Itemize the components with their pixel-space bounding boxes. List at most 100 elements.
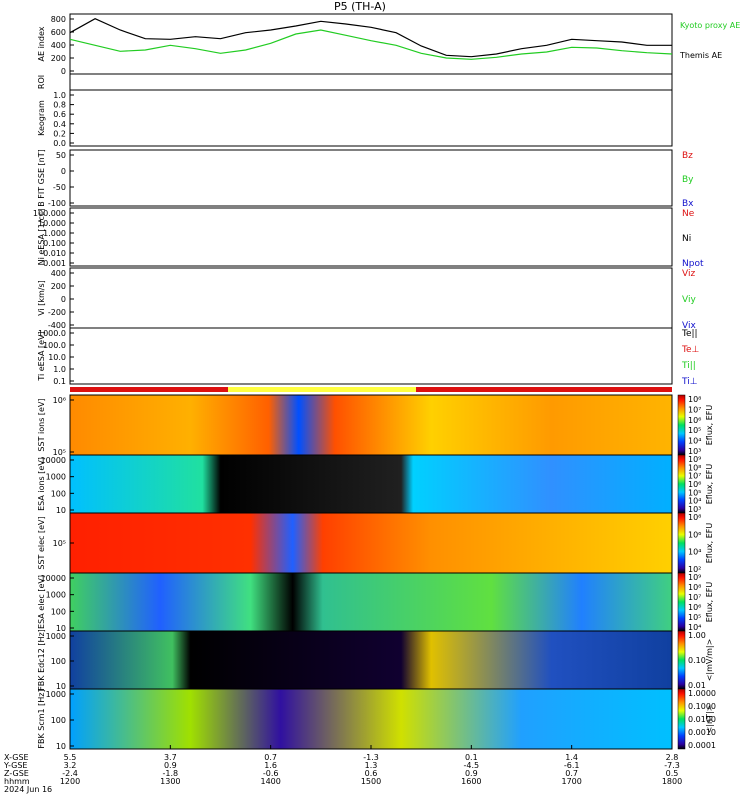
esa_elec-cbar-tick: 10⁷ (688, 593, 701, 602)
velocity-ytick: 400 (51, 269, 66, 278)
footer-value: 1600 (461, 777, 481, 786)
footer-value: 0.1 (465, 753, 478, 762)
bfield-legend-1: By (682, 175, 694, 185)
sst_ion-cbar-label: Eflux, EFU (705, 405, 714, 446)
footer-row-label: X-GSE (4, 753, 29, 762)
density-ytick: 0.001 (43, 259, 66, 268)
velocity-ytick: 200 (51, 282, 66, 291)
footer-value: 0.9 (164, 761, 177, 770)
axis-labels-group: AE index8006004002000ROIKeogram1.00.80.6… (33, 15, 74, 751)
sst_elec-cbar-tick: 10⁶ (688, 530, 701, 539)
ae-series-0 (69, 29, 673, 60)
esa-ion-spectrogram (70, 455, 672, 513)
esa_ion-cbar-tick: 10⁶ (688, 480, 701, 489)
temperature-ytick: 1000.0 (38, 329, 66, 338)
footer-value: 1200 (60, 777, 80, 786)
quality-bar-red-left (70, 387, 228, 392)
keogram-ylabel: Keogram (37, 100, 46, 136)
sst_ion-cbar-tick: 10⁷ (688, 405, 701, 414)
fbk_b-ylabel: FBK Scm1 [Hz] (37, 689, 46, 748)
esa_elec-ytick: 10 (56, 624, 66, 633)
fbk_e-cbar-tick: 0.10 (688, 656, 706, 665)
ae-series-group (69, 18, 673, 60)
roi-panel-frame (69, 73, 673, 91)
footer-value: 1400 (260, 777, 280, 786)
sst_ion-cbar-tick: 10⁴ (688, 437, 701, 446)
footer-value: -2.4 (62, 769, 78, 778)
fbk_e-ytick: 10 (56, 682, 66, 691)
temperature-ylabel: Ti eESA [eV] (37, 331, 46, 381)
density-legend-1: Ni (682, 234, 691, 244)
footer-value: 5.5 (64, 753, 77, 762)
footer-value: 0.5 (666, 769, 679, 778)
footer-value: -6.1 (564, 761, 580, 770)
sst_ion-cbar-tick: 10³ (688, 447, 701, 456)
temperature-legend-2: Ti|| (681, 361, 696, 371)
footer-value: -4.5 (464, 761, 480, 770)
temperature-legend-3: Ti⊥ (681, 377, 698, 387)
esa_ion-ytick: 1000 (46, 473, 66, 482)
fbk_b-colorbar (677, 688, 686, 750)
ae-ytick: 800 (51, 15, 66, 24)
ae-ytick: 400 (51, 41, 66, 50)
footer-row-label: hhmm (4, 777, 30, 786)
fbk_e-cbar-tick: 0.01 (688, 681, 706, 690)
sst_elec-cbar-label: Eflux, EFU (705, 523, 714, 564)
density-ytick: 0.100 (43, 239, 66, 248)
bfield-legend-2: Bx (682, 199, 694, 209)
sst_elec-cbar-tick: 10⁴ (688, 548, 701, 557)
fbk_b-cbar-label: <|nT|> (705, 705, 714, 734)
esa_ion-cbar-tick: 10⁸ (688, 463, 701, 472)
density-ytick: 0.010 (43, 249, 66, 258)
velocity-legend-1: Viy (682, 295, 696, 305)
panel-frames (69, 13, 673, 385)
bfield-ylabel: B FIT GSE [nT] (37, 149, 46, 207)
fbk_e-ytick: 100 (51, 657, 66, 666)
sst_ion-colorbar (677, 394, 686, 456)
ae-ytick: 0 (61, 67, 66, 76)
footer-value: -1.8 (163, 769, 179, 778)
esa_elec-cbar-label: Eflux, EFU (705, 582, 714, 623)
footer-value: 3.2 (64, 761, 77, 770)
plot-title: P5 (TH-A) (334, 0, 386, 13)
quality-bar-yellow (228, 387, 416, 392)
footer-value: 0.6 (365, 769, 378, 778)
fbk_e-ylabel: FBK Edc12 [Hz] (37, 629, 46, 691)
ae-legend-kyoto: Kyoto proxy AE (680, 21, 740, 30)
keogram-panel-frame (69, 89, 673, 147)
footer-row-label: Y-GSE (3, 761, 27, 770)
bfield-panel-frame (69, 149, 673, 207)
fbk-e-spectrogram (70, 631, 672, 689)
footer-value: 1300 (160, 777, 180, 786)
ae-panel-frame (69, 13, 673, 75)
esa_ion-cbar-tick: 10⁹ (688, 455, 701, 464)
velocity-ytick: -200 (48, 308, 66, 317)
esa_elec-colorbar (677, 572, 686, 632)
sst_ion-ylabel: SST ions [eV] (37, 398, 46, 451)
bfield-ytick: 0 (61, 167, 66, 176)
temperature-legend-1: Te⊥ (681, 345, 700, 355)
footer-value: 2.8 (666, 753, 679, 762)
sst_elec-ytick: 10⁵ (53, 539, 66, 548)
esa_ion-colorbar (677, 454, 686, 514)
esa_elec-cbar-tick: 10⁵ (688, 613, 701, 622)
velocity-ytick: 0 (61, 295, 66, 304)
temperature-ytick: 100.0 (43, 341, 66, 350)
fbk_b-cbar-tick: 0.0010 (688, 728, 716, 737)
esa_ion-cbar-tick: 10³ (688, 505, 701, 514)
esa_ion-ytick: 100 (51, 489, 66, 498)
sst_elec-cbar-tick: 10⁸ (688, 513, 701, 522)
fbk_b-ytick: 100 (51, 716, 66, 725)
esa_elec-cbar-tick: 10⁸ (688, 583, 701, 592)
footer-row-label: Z-GSE (4, 769, 29, 778)
esa_elec-cbar-tick: 10⁹ (688, 573, 701, 582)
fbk_b-ytick: 10 (56, 742, 66, 751)
temperature-panel-frame (69, 327, 673, 385)
esa_elec-ytick: 1000 (46, 591, 66, 600)
footer-value: 1.6 (264, 761, 277, 770)
footer-row-label: 2024 Jun 16 (4, 785, 52, 794)
keogram-ytick: 1.0 (53, 91, 66, 100)
esa_elec-cbar-tick: 10⁶ (688, 603, 701, 612)
